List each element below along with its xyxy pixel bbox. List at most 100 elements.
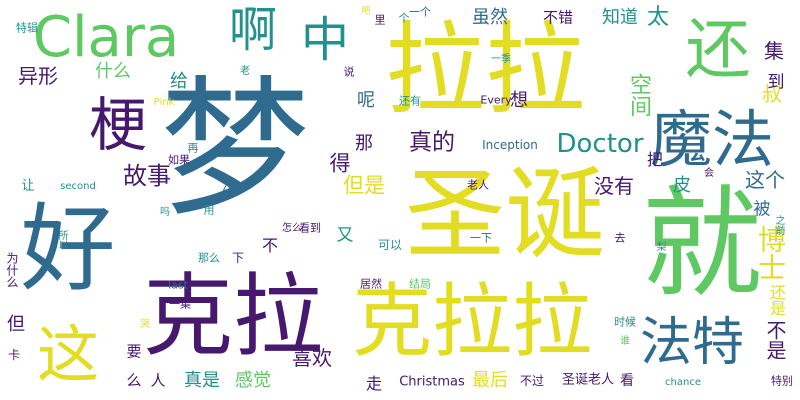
word-空间: 空间	[626, 73, 651, 117]
word-如果: 如果	[168, 153, 190, 167]
word-谁: 谁	[620, 336, 630, 347]
word-那: 那	[355, 133, 373, 154]
word-吧: 吧	[361, 6, 371, 17]
word-不错: 不错	[542, 8, 574, 27]
word-得: 得	[329, 151, 351, 176]
word-故事: 故事	[123, 162, 171, 190]
word-Doctor: Doctor	[556, 129, 644, 159]
word-再: 再	[187, 141, 199, 155]
word-卡: 卡	[7, 348, 21, 362]
word-不: 不	[261, 236, 279, 255]
word-喜欢: 喜欢	[292, 346, 332, 370]
word-一个: 一个	[409, 5, 431, 19]
word-走: 走	[365, 374, 383, 393]
word-哭: 哭	[140, 319, 150, 330]
word-想: 想	[510, 90, 528, 111]
word-老: 老	[240, 66, 250, 77]
word-时候: 时候	[614, 315, 636, 329]
word-之前: 之前	[773, 215, 784, 235]
word-second: second	[60, 181, 96, 192]
word-说: 说	[343, 65, 355, 79]
word-但是: 但是	[343, 173, 385, 198]
word-么: 么	[126, 371, 142, 390]
word-真是: 真是	[184, 370, 220, 391]
word-到: 到	[767, 72, 785, 93]
word-一集: 一集	[169, 297, 191, 311]
word-居然: 居然	[360, 277, 382, 291]
word-啊: 啊	[228, 2, 278, 58]
word-Every: Every	[480, 93, 512, 107]
word-圣诞: 圣诞	[405, 156, 605, 273]
word-给: 给	[167, 71, 188, 89]
word-就: 就	[642, 175, 762, 314]
word-还有: 还有	[399, 94, 421, 108]
word-一下: 一下	[470, 231, 492, 245]
word-皮: 皮	[673, 175, 691, 196]
word-老人: 老人	[467, 178, 489, 192]
word-这个: 这个	[745, 168, 785, 192]
word-异形: 异形	[18, 64, 58, 88]
word-用: 用	[203, 203, 215, 217]
word-特别: 特别	[771, 374, 793, 388]
word-克拉拉: 克拉拉	[352, 275, 592, 368]
word-集: 集	[764, 39, 784, 63]
word-看到: 看到	[299, 221, 321, 235]
word-没: 没	[222, 178, 236, 194]
word-梨: 梨	[654, 241, 665, 251]
word-还是: 还是	[767, 284, 786, 316]
word-呢: 呢	[357, 90, 375, 111]
word-里: 里	[374, 13, 386, 27]
word-没有: 没有	[594, 174, 634, 198]
word-一季: 一季	[491, 54, 511, 65]
word-博士: 博士	[754, 225, 787, 281]
word-要: 要	[126, 342, 142, 361]
word-感觉: 感觉	[235, 370, 271, 391]
word-结局: 结局	[409, 277, 431, 291]
word-不是: 不是	[763, 320, 787, 360]
word-会: 会	[704, 168, 714, 179]
word-被: 被	[753, 199, 771, 220]
word-所以: 所以	[56, 230, 67, 250]
word-中: 中	[300, 12, 350, 68]
word-个: 个	[398, 11, 410, 25]
word-法特: 法特	[639, 313, 745, 373]
word-这: 这	[36, 318, 100, 391]
word-last: last	[168, 278, 188, 292]
word-还: 还	[685, 12, 751, 88]
word-叔: 叔	[762, 82, 782, 106]
word-不过: 不过	[519, 374, 545, 388]
word-看: 看	[620, 373, 634, 389]
word-又: 又	[336, 225, 354, 246]
word-但: 但	[7, 314, 25, 335]
word-梗: 梗	[88, 91, 148, 159]
word-chance: chance	[665, 377, 701, 388]
word-怎么: 怎么	[282, 223, 302, 234]
word-虽然: 虽然	[472, 7, 508, 28]
word-下: 下	[231, 251, 245, 265]
word-圣诞老人: 圣诞老人	[561, 372, 615, 388]
word-魔法: 魔法	[649, 103, 775, 176]
word-为什么: 为什么	[5, 252, 19, 288]
word-梦: 梦	[159, 63, 311, 237]
word-太: 太	[646, 5, 670, 30]
word-克拉: 克拉	[143, 264, 323, 369]
word-拉拉: 拉拉	[385, 11, 585, 128]
word-可以: 可以	[377, 238, 403, 252]
word-那么: 那么	[198, 251, 220, 265]
word-把: 把	[646, 150, 664, 169]
word-让: 让	[21, 178, 35, 194]
word-什么: 什么	[95, 61, 131, 82]
word-真的: 真的	[409, 129, 455, 156]
word-Inception: Inception	[482, 138, 538, 152]
word-特辑: 特辑	[16, 21, 38, 35]
word-Pink: Pink	[153, 97, 175, 108]
word-吗: 吗	[160, 207, 170, 218]
word-去: 去	[614, 231, 626, 245]
word-人: 人	[150, 371, 166, 390]
word-Christmas: Christmas	[399, 374, 465, 390]
word-知道: 知道	[602, 7, 638, 28]
word-好: 好	[20, 194, 116, 305]
word-Clara: Clara	[32, 5, 180, 70]
word-最后: 最后	[472, 370, 508, 391]
